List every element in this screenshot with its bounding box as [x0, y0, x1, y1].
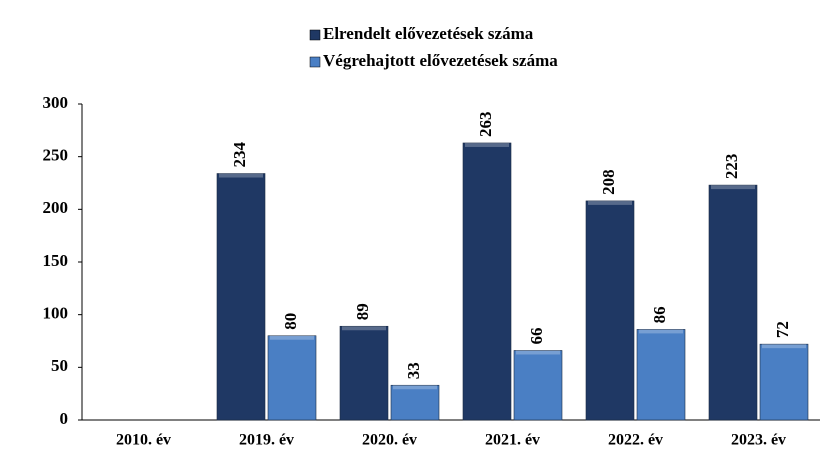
bar-top: [516, 350, 560, 355]
value-label: 86: [650, 306, 669, 323]
value-label: 223: [722, 154, 741, 180]
legend-label: Elrendelt elővezetések száma: [323, 24, 534, 43]
value-label: 263: [476, 111, 495, 137]
bar: [759, 343, 809, 421]
bar-top: [639, 329, 683, 334]
y-tick-label: 0: [60, 409, 69, 428]
value-label: 234: [230, 142, 249, 168]
y-tick-label: 250: [43, 146, 69, 165]
value-label: 80: [281, 313, 300, 330]
y-tick-label: 50: [51, 356, 68, 375]
bar-top: [711, 185, 755, 190]
x-tick-label: 2019. év: [239, 432, 294, 449]
value-label: 33: [404, 362, 423, 379]
bar: [339, 325, 389, 421]
y-tick-label: 200: [43, 198, 69, 217]
bar: [462, 142, 512, 421]
value-label: 66: [527, 327, 546, 344]
y-tick-label: 100: [43, 304, 69, 323]
bar: [390, 384, 440, 421]
bar: [708, 184, 758, 421]
bar-top: [393, 385, 437, 390]
bar-top: [588, 200, 632, 205]
x-tick-label: 2023. év: [731, 432, 786, 449]
legend-swatch: [309, 56, 321, 68]
bar: [585, 200, 635, 421]
bar: [267, 335, 317, 421]
value-label: 208: [599, 169, 618, 195]
bar-top: [465, 142, 509, 147]
bar: [636, 329, 686, 421]
bar-top: [270, 335, 314, 340]
bar-top: [342, 326, 386, 331]
y-tick-label: 150: [43, 251, 69, 270]
legend-swatch: [309, 29, 321, 41]
x-tick-label: 2021. év: [485, 432, 540, 449]
bar-top: [219, 173, 263, 178]
bar: [216, 173, 266, 421]
x-tick-label: 2022. év: [608, 432, 663, 449]
x-tick-label: 2020. év: [362, 432, 417, 449]
value-label: 72: [773, 321, 792, 338]
value-label: 89: [353, 303, 372, 320]
legend-label: Végrehajtott elővezetések száma: [323, 51, 558, 70]
y-tick-label: 300: [43, 93, 69, 112]
bar: [513, 350, 563, 421]
bar-top: [762, 344, 806, 349]
x-tick-label: 2010. év: [116, 432, 171, 449]
